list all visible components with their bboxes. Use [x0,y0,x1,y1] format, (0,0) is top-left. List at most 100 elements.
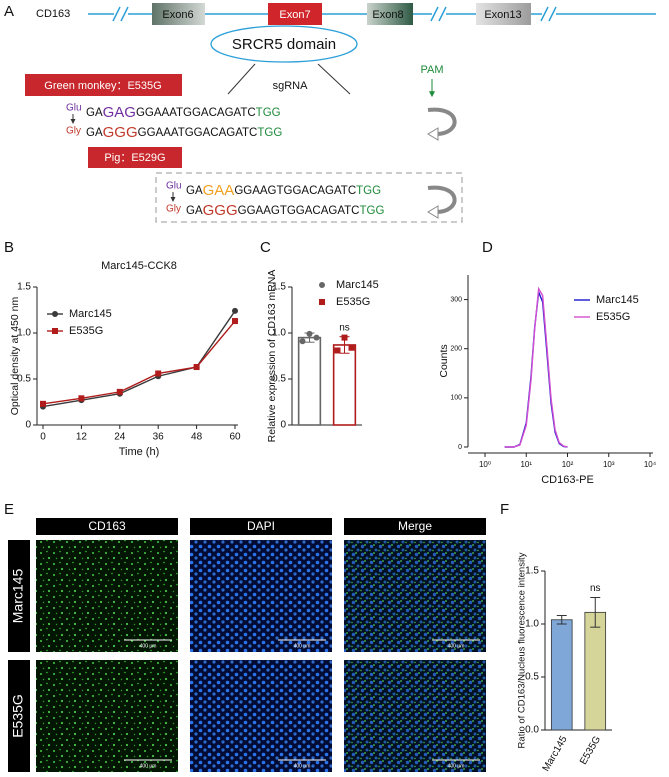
marker [78,395,85,402]
scale-bar-label: 400 μm [448,763,465,769]
marker [341,334,348,341]
y-tick-label: 0.0 [525,725,539,736]
bar [550,619,573,731]
marker [155,370,162,377]
exon-label: Exon8 [372,9,403,21]
y-axis-label: Counts [438,344,450,377]
y-axis-label: Optical density at 450 nm [9,297,21,416]
panel-label: D [482,239,493,256]
amino-acid: Gly [166,204,181,215]
curved-arrow [427,107,457,136]
gene-name: CD163 [36,8,70,20]
column-header: Merge [398,519,432,533]
x-tick-label: 10⁰ [479,460,491,469]
column-header-box [344,518,486,535]
x-tick-label: 10² [562,460,574,469]
bar [332,344,357,426]
micrograph [344,540,486,652]
curved-arrow-head [427,127,439,141]
marker [348,344,355,351]
y-tick-label: 200 [450,346,462,353]
chart-title: Marc145-CCK8 [101,260,177,272]
x-tick-label: 10⁴ [644,460,657,469]
y-tick-label: 0.5 [525,672,539,683]
break-marks [112,6,557,22]
row-header-box [8,540,30,652]
annotation: ns [590,583,601,594]
x-tick-label: Marc145 [541,734,570,774]
x-tick-label: 60 [229,432,241,443]
species-label: Green monkey：E535G [44,80,161,92]
pam-seq: TGG [256,107,281,119]
exon-box [367,3,413,25]
micrograph [190,660,332,772]
exon-box [268,3,322,25]
seq-part: GGAAATGGACAGATC [138,127,258,139]
seq-part: GA [186,185,203,197]
legend-label: E535G [69,325,103,337]
amino-acid: Glu [166,181,182,192]
seq-part: GA [86,127,103,139]
y-tick-label: 300 [450,296,462,303]
image-grid: CD163 DAPI Merge Marc145 400 μm 400 μm 400 μm E… [8,518,486,772]
y-tick-label: 0.5 [272,374,286,385]
column-header: CD163 [88,519,126,533]
column-header-box [36,518,178,535]
row-header: E535G [10,694,26,738]
legend-label: E535G [596,311,630,323]
curved-arrow-head [427,205,439,219]
marker [40,400,46,407]
y-tick-label: 1.5 [272,282,286,293]
seq-part: GA [86,107,103,119]
y-tick-label: 1.0 [525,619,539,630]
legend-label: E535G [336,296,370,308]
panel-label: E [4,501,14,518]
x-tick-label: 24 [114,432,126,443]
x-tick-label: 36 [153,432,165,443]
y-tick-label: 0.5 [17,374,31,385]
x-tick-label: E535G [578,734,603,767]
y-tick-label: 0 [25,420,31,431]
y-tick-label: 0 [458,444,462,451]
domain-label: SRCR5 domain [232,36,336,53]
exon-box [152,3,205,25]
series-line [42,320,236,405]
scale-bar-label: 400 μm [294,763,311,769]
scale-bar-label: 400 μm [294,643,311,649]
species-box [25,74,182,96]
seq-part: GGAAATGGACAGATC [136,107,256,119]
y-tick-label: 1.5 [17,282,31,293]
marker [299,338,306,345]
legend-label: Marc145 [336,279,379,291]
marker [313,334,320,341]
y-tick-label: 1.5 [525,566,539,577]
micrograph [36,660,178,772]
pam-label: PAM [420,64,443,76]
x-tick-label: 12 [76,432,88,443]
seq-part: GGAAGTGGACAGATC [238,205,360,217]
pam-seq: TGG [257,127,282,139]
row-header: Marc145 [10,569,26,624]
x-tick-label: 48 [191,432,203,443]
legend-marker [52,311,58,317]
marker [193,364,200,371]
micrograph [190,540,332,652]
scale-bar-label: 400 μm [448,643,465,649]
x-tick-label: 0 [40,432,46,443]
y-axis-label: Relative expression of CD163 mRNA [266,270,278,443]
y-tick-label: 1.0 [17,328,31,339]
y-tick-label: 0 [280,420,286,431]
series-line [504,286,568,448]
x-axis-label: Time (h) [119,446,160,458]
y-axis-label: Ratio of CD163/Nucleus fluorescence inte… [517,552,528,748]
micrograph [344,660,486,772]
legend-marker [319,282,325,288]
sequence: GAGAGGGAAATGGACAGATCTGG [86,104,281,121]
legend-label: Marc145 [596,294,639,306]
codon: GAG [103,104,136,121]
seq-part: GGAAGTGGACAGATC [234,185,356,197]
sequence: GAGAAGGAAGTGGACAGATCTGG [186,182,381,199]
exon-label: Exon6 [162,9,193,21]
pam-seq: TGG [359,205,384,217]
